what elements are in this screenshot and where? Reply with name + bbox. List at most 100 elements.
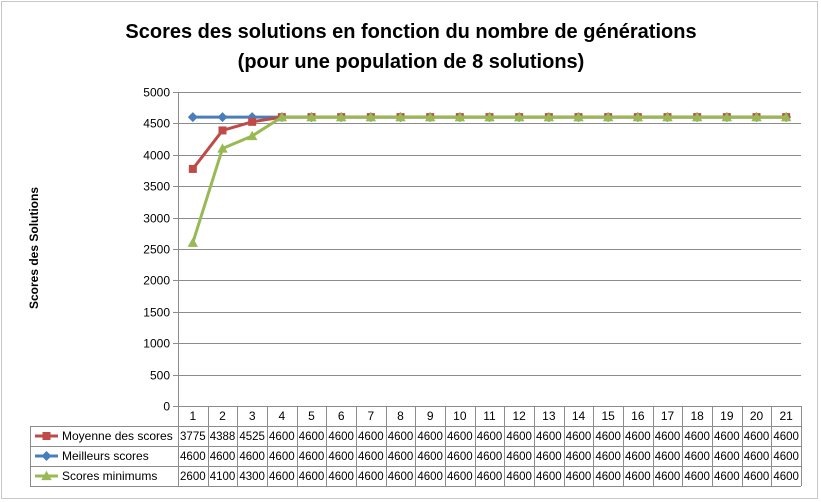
x-tick-label: 16 — [631, 409, 645, 423]
y-tick-label: 4000 — [143, 149, 170, 163]
data-point — [751, 111, 762, 122]
data-table-cell: 4600 — [417, 471, 443, 483]
data-point — [276, 111, 288, 122]
series-line — [191, 115, 787, 170]
data-table-cell: 4600 — [477, 451, 503, 463]
data-table-cell: 4600 — [269, 451, 295, 463]
data-table-cell: 4600 — [714, 451, 740, 463]
series-lines — [187, 111, 792, 247]
data-table-cell: 4600 — [625, 451, 651, 463]
data-table-cell: 4600 — [358, 451, 384, 463]
data-table-cell: 4600 — [744, 451, 770, 463]
data-point — [217, 143, 228, 153]
data-point — [424, 111, 436, 122]
series-line — [191, 115, 787, 244]
data-table-cell: 4600 — [744, 471, 770, 483]
legend-marker — [41, 451, 52, 461]
x-tick-label: 1 — [189, 409, 196, 423]
y-tick-label: 4500 — [143, 117, 170, 131]
data-table-cell: 4600 — [388, 471, 414, 483]
data-table-cell: 4600 — [595, 451, 621, 463]
data-table-cell: 4600 — [625, 471, 651, 483]
data-table-cell: 4600 — [566, 471, 592, 483]
gridlines — [178, 92, 801, 407]
data-table-cell: 4600 — [506, 471, 532, 483]
x-tick-label: 17 — [661, 409, 675, 423]
y-tick-label: 2000 — [143, 274, 170, 288]
legend-entry: Scores minimums — [62, 469, 157, 483]
data-table-cell: 4600 — [506, 431, 532, 443]
data-table-cell: 4600 — [299, 431, 325, 443]
data-table-cell: 4600 — [506, 451, 532, 463]
data-table-cell: 4600 — [447, 451, 473, 463]
data-table-cell: 4600 — [447, 471, 473, 483]
data-table-cell: 4600 — [239, 451, 265, 463]
data-table-cell: 4600 — [358, 431, 384, 443]
x-tick-label: 6 — [338, 409, 345, 423]
data-table-cell: 4600 — [388, 451, 414, 463]
data-table-cell: 4600 — [773, 471, 799, 483]
y-tick-label: 1500 — [143, 306, 170, 320]
data-point — [602, 111, 614, 122]
x-tick-label: 9 — [427, 409, 434, 423]
data-table-cell: 4600 — [269, 471, 295, 483]
data-point — [721, 111, 733, 122]
data-point — [335, 111, 347, 122]
data-point — [543, 111, 555, 122]
chart-title-line-2: (pour une population de 8 solutions) — [238, 51, 585, 73]
data-point — [246, 130, 258, 141]
data-table-cell: 4600 — [417, 431, 443, 443]
data-table-cell: 4600 — [566, 451, 592, 463]
data-table-cell: 4600 — [388, 431, 414, 443]
data-table-cell: 4600 — [773, 451, 799, 463]
data-table-cell: 4600 — [714, 431, 740, 443]
data-table-cell: 4600 — [773, 431, 799, 443]
data-table-cell: 4600 — [595, 431, 621, 443]
data-table-cell: 4100 — [210, 471, 236, 483]
legend-marker — [42, 432, 51, 440]
data-point — [662, 111, 673, 122]
x-tick-label: 2 — [219, 409, 226, 423]
x-tick-label: 3 — [249, 409, 256, 423]
data-table-cell: 4600 — [655, 431, 681, 443]
x-tick-label: 19 — [720, 409, 734, 423]
x-tick-label: 8 — [397, 409, 404, 423]
data-point — [365, 111, 377, 122]
data-point — [513, 111, 525, 122]
series-scores-minimums — [187, 111, 792, 247]
data-table-cell: 4525 — [239, 431, 265, 443]
data-table-cell: 4600 — [684, 471, 710, 483]
x-tick-label: 14 — [572, 409, 586, 423]
data-table-cell: 4600 — [625, 431, 651, 443]
x-tick-label: 7 — [367, 409, 374, 423]
y-tick-label: 500 — [150, 369, 170, 383]
y-tick-label: 5000 — [143, 86, 170, 100]
data-point — [780, 111, 792, 122]
data-table-cell: 2600 — [180, 471, 206, 483]
data-table-cell: 4600 — [180, 451, 206, 463]
chart-title-line-1: Scores des solutions en fonction du nomb… — [125, 21, 696, 43]
y-tick-label: 1000 — [143, 337, 170, 351]
x-tick-label: 12 — [512, 409, 526, 423]
data-table-cell: 4600 — [299, 451, 325, 463]
data-table-cell: 4600 — [269, 431, 295, 443]
data-table-cell: 4600 — [744, 431, 770, 443]
x-tick-label: 5 — [308, 409, 315, 423]
data-table-cell: 4600 — [684, 431, 710, 443]
data-table-cell: 4600 — [536, 471, 562, 483]
data-table-cell: 3775 — [180, 431, 206, 443]
x-tick-label: 10 — [453, 409, 467, 423]
legend-marker — [41, 470, 52, 481]
y-axis-ticks: 0 500 1000 1500 2000 2500 3000 3500 4000 4500 5000 — [143, 86, 178, 414]
data-table-cell: 4600 — [328, 431, 354, 443]
data-point — [454, 111, 466, 122]
data-table-cell: 4600 — [536, 451, 562, 463]
x-tick-label: 21 — [779, 409, 793, 423]
data-point — [248, 117, 257, 126]
y-axis-label: Scores des Solutions — [27, 187, 41, 309]
data-table-cell: 4600 — [684, 451, 710, 463]
data-table-cell: 4600 — [714, 471, 740, 483]
data-table-cell: 4600 — [417, 451, 443, 463]
data-table-cell: 4600 — [566, 431, 592, 443]
